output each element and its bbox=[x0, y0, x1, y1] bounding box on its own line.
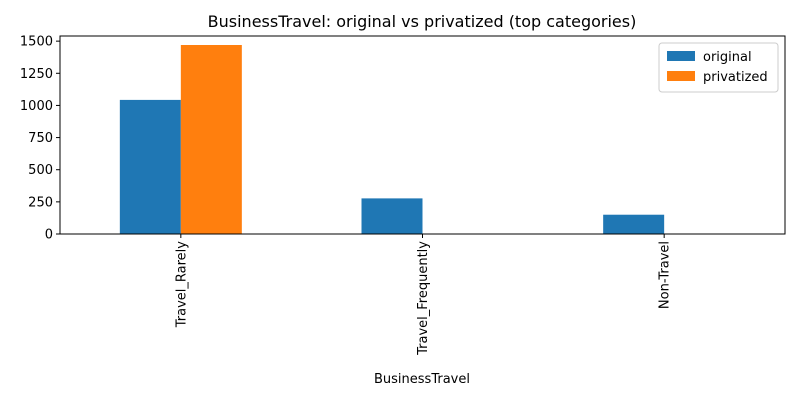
legend: original privatized bbox=[658, 42, 779, 93]
x-tick-label-non-travel: Non-Travel bbox=[658, 241, 673, 309]
y-tick-label-750: 750 bbox=[28, 131, 53, 146]
x-tick-label-travel_frequently: Travel_Frequently bbox=[416, 241, 431, 356]
y-tick-label-500: 500 bbox=[28, 163, 53, 178]
legend-swatch-privatized bbox=[667, 71, 695, 81]
y-tick-label-1500: 1500 bbox=[20, 35, 53, 50]
y-tick-label-250: 250 bbox=[28, 195, 53, 210]
x-axis-label: BusinessTravel bbox=[374, 372, 470, 387]
legend-label-original: original bbox=[703, 50, 752, 65]
bar-privatized-travel_rarely bbox=[180, 45, 242, 234]
y-tick-label-1250: 1250 bbox=[20, 67, 53, 82]
x-tick-label-travel_rarely: Travel_Rarely bbox=[174, 241, 189, 329]
y-tick-label-0: 0 bbox=[45, 228, 53, 243]
chart-title: BusinessTravel: original vs privatized (… bbox=[208, 12, 637, 31]
legend-label-privatized: privatized bbox=[703, 70, 768, 85]
y-tick-label-1000: 1000 bbox=[20, 99, 53, 114]
plot-area: 0 250 500 750 1000 1250 1500 Travel_Rarely Trave… bbox=[20, 35, 786, 356]
bar-original-travel_rarely bbox=[119, 99, 181, 235]
legend-swatch-original bbox=[667, 51, 695, 61]
bar-original-travel_frequently bbox=[361, 198, 423, 234]
bar-original-non-travel bbox=[603, 214, 665, 234]
